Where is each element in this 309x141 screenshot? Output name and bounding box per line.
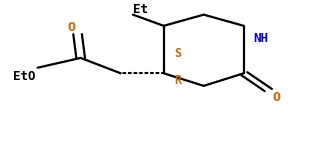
Text: O: O — [272, 91, 280, 103]
Text: Et: Et — [133, 3, 148, 16]
Text: NH: NH — [253, 32, 268, 45]
Text: O: O — [67, 21, 75, 34]
Text: S: S — [175, 47, 182, 60]
Text: EtO: EtO — [13, 70, 36, 83]
Text: R: R — [175, 74, 182, 87]
